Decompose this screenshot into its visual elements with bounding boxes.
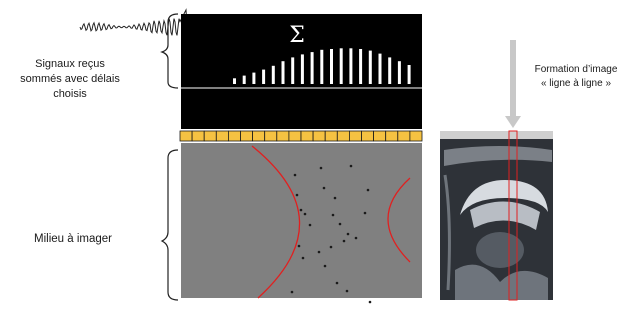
- image-formation-arrow-head: [505, 116, 521, 128]
- transducer-element: [361, 130, 375, 142]
- scatterer-point: [346, 232, 350, 236]
- scatterer-point: [338, 222, 342, 226]
- transducer-element: [288, 130, 302, 142]
- scatterer-point: [345, 289, 349, 293]
- scatterer-point: [297, 244, 301, 248]
- summed-bar: [330, 49, 333, 84]
- scatterer-point: [349, 164, 353, 168]
- image-formation-label-line-1: Formation d’image: [534, 64, 618, 75]
- scatterer-point: [301, 256, 305, 260]
- transducer-element: [227, 130, 241, 142]
- received-signals-label-line-1: Signaux reçus: [35, 58, 105, 70]
- image-formation-label: Formation d’image « ligne à ligne »: [520, 63, 632, 91]
- scatterer-point: [366, 188, 370, 192]
- image-formation-arrow-shaft: [510, 40, 516, 116]
- scatterer-point: [303, 212, 307, 216]
- summed-bar: [320, 49, 324, 84]
- summed-bar: [262, 69, 266, 84]
- summed-bar: [242, 75, 246, 84]
- scatterer-point: [363, 211, 367, 215]
- scatterer-point: [354, 236, 358, 240]
- image-formation-label-line-2: « ligne à ligne »: [540, 78, 612, 89]
- summed-signal-bars: [233, 48, 411, 84]
- wavefront-left: [251, 145, 301, 299]
- medium-region: [181, 143, 422, 298]
- signals-brace: [160, 13, 179, 89]
- scatterer-point: [290, 290, 294, 294]
- transducer-element: [336, 130, 350, 142]
- summed-bar: [368, 50, 372, 84]
- received-signal-waveform: [79, 8, 191, 41]
- scatterer-point: [342, 239, 346, 243]
- scatterer-point: [308, 223, 312, 227]
- transducer-element: [324, 130, 338, 142]
- transducer-element: [276, 130, 290, 142]
- summed-bar: [252, 72, 256, 84]
- transducer-element: [215, 130, 229, 142]
- scatterer-point: [329, 245, 333, 249]
- scatterer-point: [335, 281, 339, 285]
- transducer-element: [397, 130, 411, 142]
- transducer-element: [385, 130, 399, 142]
- transducer-element: [252, 130, 266, 142]
- image-line-marker: [508, 130, 518, 301]
- summed-bar: [397, 61, 401, 84]
- scatterer-point: [299, 208, 303, 212]
- summed-bar: [300, 54, 304, 84]
- transducer-element: [240, 130, 254, 142]
- wavefront-right: [387, 177, 411, 263]
- medium-label: Milieu à imager: [34, 233, 112, 245]
- received-signals-label-line-3: choisis: [53, 88, 87, 100]
- summed-bar: [310, 52, 314, 84]
- scatterer-point: [319, 166, 323, 170]
- transducer-element: [300, 130, 314, 142]
- summed-bar: [407, 65, 411, 84]
- summed-bar: [281, 61, 285, 84]
- scatterer-point: [295, 193, 299, 197]
- summed-bar: [271, 65, 275, 84]
- transducer-element: [312, 130, 326, 142]
- sum-symbol: Σ: [289, 23, 305, 48]
- scatterer-point: [368, 300, 372, 304]
- summed-bar: [359, 49, 363, 84]
- transducer-array: [179, 130, 423, 142]
- scatterer-point: [323, 264, 327, 268]
- summed-bar: [291, 57, 295, 84]
- received-signals-label-line-2: sommés avec délais: [20, 73, 120, 85]
- received-signals-label: Signaux reçus sommés avec délais choisis: [0, 57, 140, 102]
- scatterer-point: [293, 173, 297, 177]
- scatterer-point: [317, 250, 321, 254]
- transducer-element: [203, 130, 217, 142]
- transducer-element: [191, 130, 205, 142]
- scatterer-point: [322, 186, 326, 190]
- summed-bar: [378, 53, 382, 84]
- transducer-element: [179, 130, 193, 142]
- ultrasound-image: [440, 130, 553, 301]
- summed-bar: [349, 48, 353, 84]
- scatterer-points: [290, 164, 372, 304]
- transducer-element: [348, 130, 362, 142]
- summed-bar: [233, 78, 236, 84]
- summed-bar: [339, 48, 343, 84]
- summed-bar: [388, 57, 392, 84]
- scatterer-point: [331, 213, 335, 217]
- medium-brace: [160, 149, 179, 301]
- transducer-element: [409, 130, 423, 142]
- transducer-element: [373, 130, 387, 142]
- scatterer-point: [333, 196, 337, 200]
- transducer-element: [264, 130, 278, 142]
